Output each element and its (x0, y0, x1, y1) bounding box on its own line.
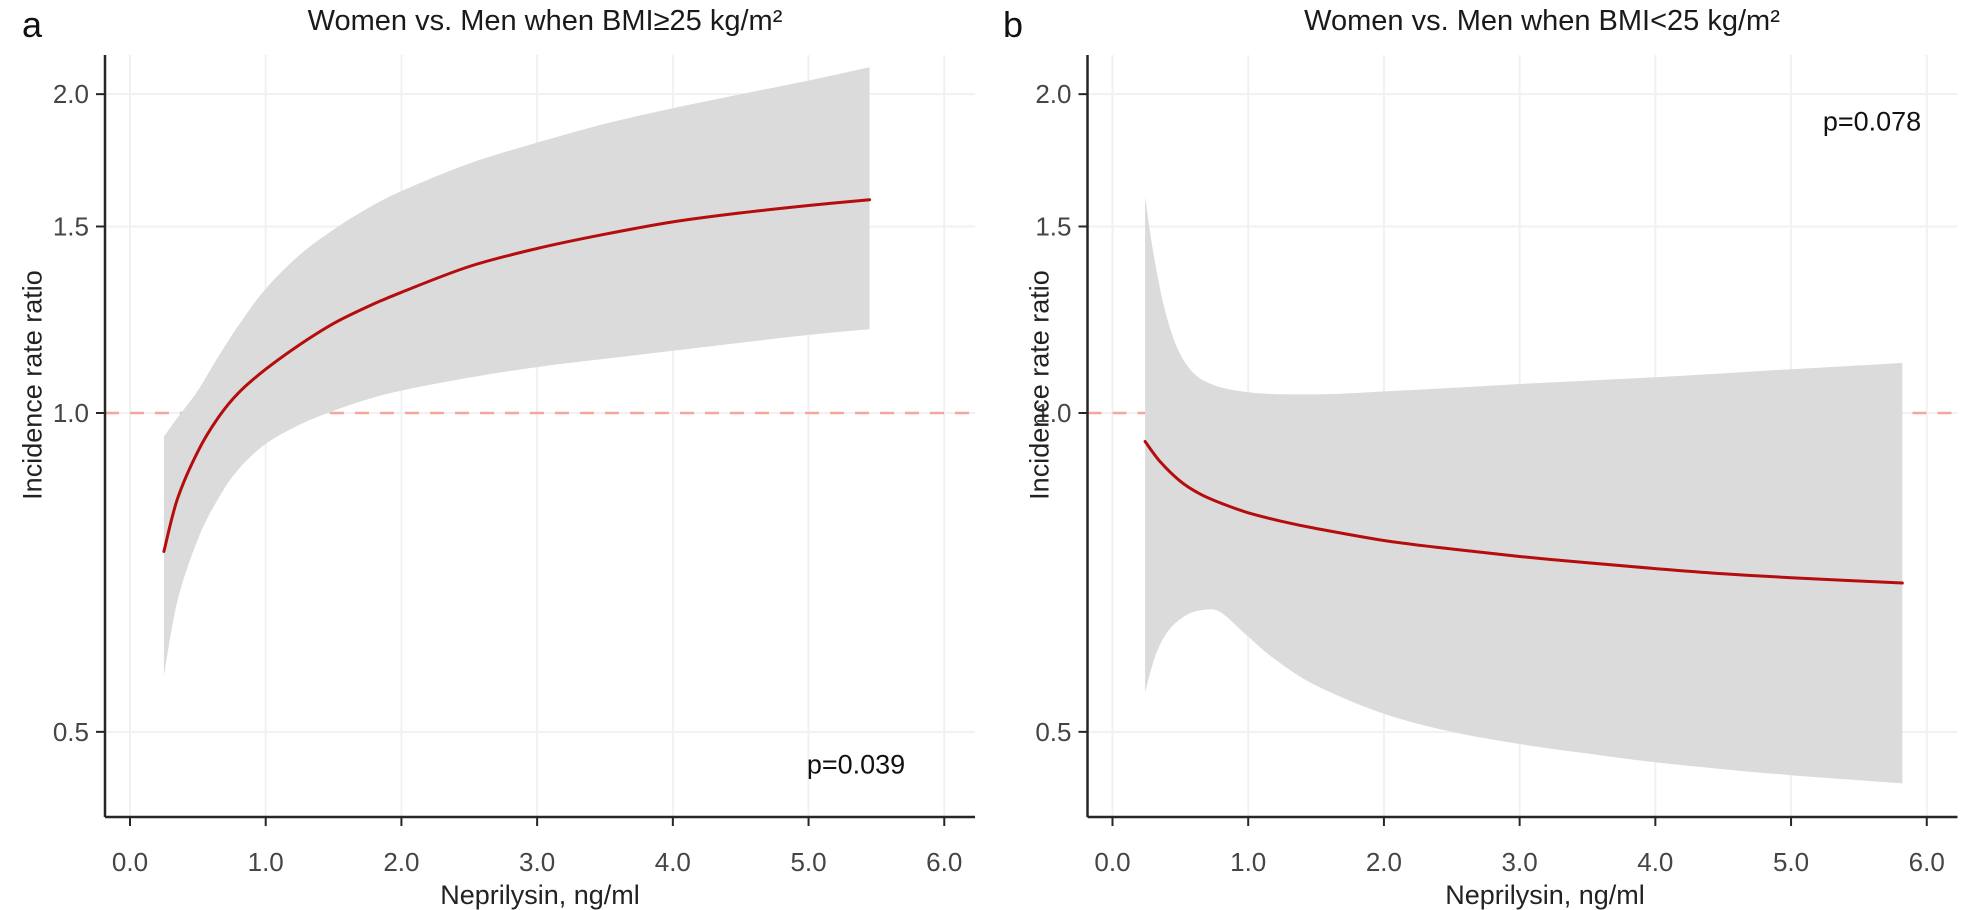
irr-curve (1143, 440, 1904, 585)
x-tick-label: 5.0 (1773, 847, 1809, 877)
x-tick-label: 5.0 (790, 847, 826, 877)
y-tick-label: 1.0 (1035, 398, 1071, 428)
confidence-band (1145, 196, 1903, 784)
y-tick-label: 1.5 (53, 211, 89, 241)
x-tick-label: 0.0 (112, 847, 148, 877)
x-tick-label: 2.0 (1366, 847, 1402, 877)
x-tick-label: 4.0 (1637, 847, 1673, 877)
panel-a-y-axis-title: Incidence rate ratio (17, 270, 48, 500)
x-tick-label: 1.0 (1230, 847, 1266, 877)
x-tick-label: 0.0 (1094, 847, 1130, 877)
panel-a-title: Women vs. Men when BMI≥25 kg/m² (307, 5, 783, 37)
x-tick-label: 6.0 (926, 847, 962, 877)
panel-a-x-axis-title: Neprilysin, ng/ml (440, 880, 640, 910)
panel-b-letter: b (1003, 4, 1024, 45)
x-tick-label: 2.0 (383, 847, 419, 877)
panel-b-p-value: p=0.078 (1822, 106, 1922, 137)
panel-a-plot: 2.0 1.5 1.0 0.5 0.0 1.0 2.0 3.0 4.0 5.0 6.0 (53, 55, 975, 877)
panel-a-letter: a (22, 4, 43, 45)
y-tick-label: 2.0 (1035, 79, 1071, 109)
x-tick-label: 3.0 (1502, 847, 1538, 877)
x-tick-label: 6.0 (1909, 847, 1945, 877)
panel-b-plot: 2.0 1.5 1.0 0.5 0.0 1.0 2.0 3.0 4.0 5.0 6.0 (1035, 55, 1958, 877)
x-tick-label: 4.0 (655, 847, 691, 877)
y-tick-label: 1.0 (53, 398, 89, 428)
panel-b-y-axis-title: Incidence rate ratio (1024, 270, 1055, 500)
irr-curve (162, 198, 872, 553)
y-tick-label: 0.5 (1035, 717, 1071, 747)
x-tick-label: 1.0 (248, 847, 284, 877)
confidence-band (163, 67, 870, 676)
y-tick-label: 1.5 (1035, 211, 1071, 241)
y-tick-label: 2.0 (53, 79, 89, 109)
x-tick-label: 3.0 (519, 847, 555, 877)
panel-b-title: Women vs. Men when BMI<25 kg/m² (1304, 5, 1780, 37)
panel-b-x-axis-title: Neprilysin, ng/ml (1445, 880, 1645, 910)
y-tick-label: 0.5 (53, 717, 89, 747)
panel-a-p-value: p=0.039 (806, 749, 906, 780)
